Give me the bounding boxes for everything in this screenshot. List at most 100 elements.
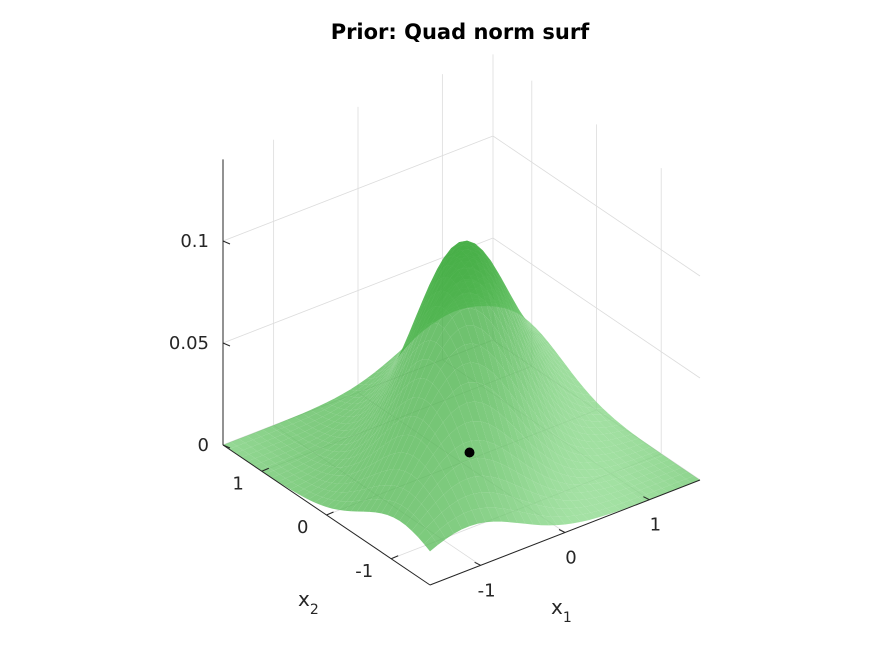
surface-patch [290, 427, 305, 435]
y-tick-mark [390, 555, 399, 560]
surface-patch [551, 397, 566, 419]
surface-patch [518, 459, 533, 481]
surface-patch [589, 427, 604, 435]
surface-patch [578, 405, 593, 415]
surface-patch [585, 469, 600, 477]
surface-patch [594, 495, 609, 504]
surface-patch [251, 443, 266, 452]
surface-patch [340, 464, 354, 476]
surface-patch [542, 432, 556, 454]
surface-patch [576, 477, 591, 485]
surface-patch [442, 337, 457, 358]
surface-patch [617, 462, 632, 470]
surface-patch [592, 475, 606, 483]
surface-patch [324, 405, 339, 413]
surface-patch [330, 483, 345, 492]
surface-patch [271, 448, 286, 456]
surface-patch [452, 385, 467, 407]
surface-patch [292, 420, 307, 428]
surface-patch [557, 411, 572, 430]
surface-patch [230, 438, 245, 446]
surface-patch [412, 325, 426, 354]
surface-patch [643, 472, 658, 480]
surface-patch [310, 406, 325, 414]
surface-patch [417, 287, 432, 319]
surface-patch [544, 465, 559, 482]
surface-patch [526, 333, 541, 364]
surface-patch [590, 510, 605, 518]
surface-patch [378, 364, 393, 377]
surface-patch [293, 471, 308, 479]
surface-patch [529, 395, 544, 425]
surface-patch [592, 503, 607, 511]
surface-patch [576, 386, 591, 396]
surface-patch [534, 470, 549, 488]
surface-patch [583, 419, 597, 428]
surface-patch [565, 418, 580, 433]
surface-patch [358, 453, 373, 472]
surface-patch [356, 384, 371, 391]
surface-patch [363, 499, 378, 512]
surface-patch [265, 444, 280, 452]
surface-patch [317, 457, 332, 465]
surface-patch [602, 493, 617, 501]
surface-patch [440, 292, 455, 310]
surface-patch [524, 320, 539, 346]
surface-patch [344, 471, 359, 484]
surface-patch [617, 436, 632, 444]
surface-patch [459, 256, 474, 268]
surface-patch [345, 420, 360, 431]
surface-patch [548, 374, 563, 396]
surface-patch [380, 453, 395, 473]
surface-patch [596, 488, 611, 496]
surface-patch [285, 449, 300, 457]
surface-patch [332, 423, 347, 430]
surface-patch [523, 337, 538, 371]
surface-patch [400, 434, 415, 454]
surface-patch [277, 478, 292, 486]
surface-patch [560, 376, 575, 392]
surface-patch [499, 478, 514, 498]
surface-patch [540, 345, 555, 366]
surface-patch [364, 387, 379, 402]
surface-patch [486, 441, 501, 464]
surface-patch [290, 485, 304, 493]
surface-patch [570, 377, 585, 389]
surface-patch [507, 347, 522, 383]
surface-patch [518, 308, 533, 334]
surface-patch [629, 471, 644, 479]
surface-patch [461, 249, 476, 260]
surface-patch [435, 494, 450, 513]
surface-patch [457, 266, 472, 280]
surface-patch [404, 346, 419, 376]
surface-patch [535, 375, 550, 404]
surface-patch [578, 469, 592, 478]
surface-patch [554, 388, 569, 407]
surface-patch [419, 511, 434, 529]
surface-patch [564, 369, 579, 381]
surface-patch [513, 497, 528, 514]
surface-patch [362, 461, 377, 480]
surface-patch [296, 431, 311, 439]
surface-patch [391, 469, 406, 487]
surface-patch [531, 352, 546, 383]
surface-patch [465, 266, 480, 284]
surface-patch [619, 429, 633, 437]
surface-patch [382, 437, 397, 459]
surface-patch [598, 420, 613, 428]
surface-patch [421, 292, 436, 319]
surface-patch [275, 460, 290, 468]
surface-patch [435, 422, 450, 444]
surface-patch [506, 357, 520, 393]
surface-patch [375, 385, 390, 412]
surface-patch [455, 443, 470, 464]
surface-patch [334, 492, 349, 502]
surface-patch [461, 459, 476, 479]
surface-patch [499, 290, 514, 326]
surface-patch [519, 511, 534, 525]
surface-patch [328, 491, 343, 501]
surface-patch [496, 428, 511, 454]
surface-patch [288, 435, 303, 443]
surface-patch [376, 371, 391, 393]
surface-patch [320, 419, 335, 427]
